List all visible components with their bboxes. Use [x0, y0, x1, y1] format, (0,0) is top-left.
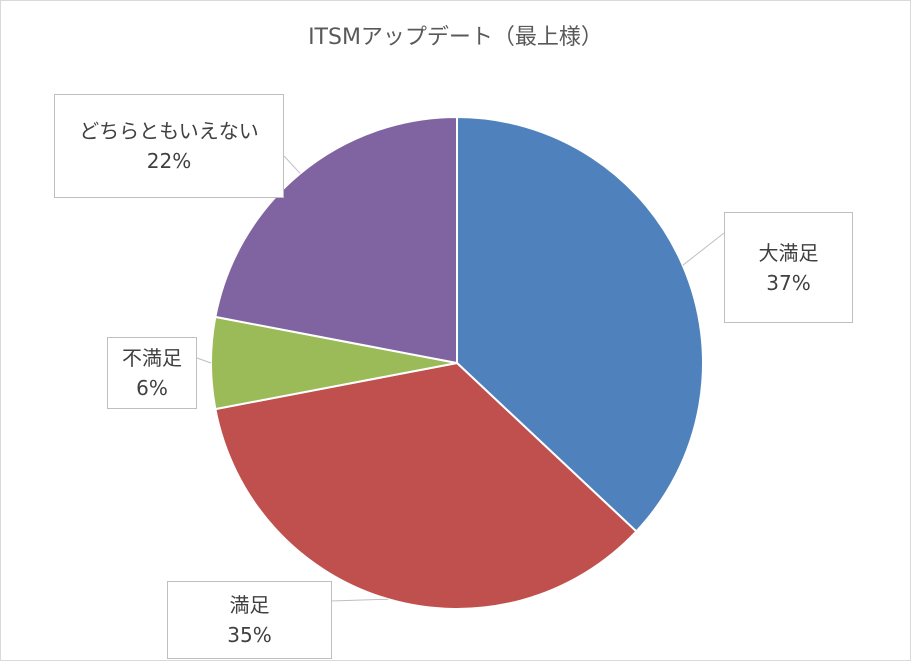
- label-callout-manzoku: 満足 35%: [167, 581, 332, 659]
- category-label: どちらともいえない: [79, 119, 259, 143]
- label-callout-dochiratomo: どちらともいえない 22%: [54, 94, 284, 198]
- pie-slice-dochiratomo: [214, 115, 458, 365]
- leader-line-manzoku: [330, 598, 389, 602]
- leader-line-daimanzoku: [682, 232, 725, 266]
- data-label: 22%: [146, 149, 192, 173]
- category-label: 大満足: [758, 240, 819, 265]
- leader-line-dochiratomo: [283, 155, 301, 174]
- label-callout-fumanzoku: 不満足 6%: [107, 337, 197, 409]
- category-label: 満足: [229, 593, 270, 617]
- data-label: 35%: [227, 623, 272, 647]
- leader-line-fumanzoku: [196, 357, 212, 364]
- data-label: 37%: [766, 270, 811, 295]
- category-label: 不満足: [122, 346, 182, 370]
- chart-title: ITSMアップデート（最上様）: [308, 25, 603, 50]
- label-callout-daimanzoku: 大満足 37%: [724, 212, 853, 323]
- data-label: 6%: [136, 376, 168, 400]
